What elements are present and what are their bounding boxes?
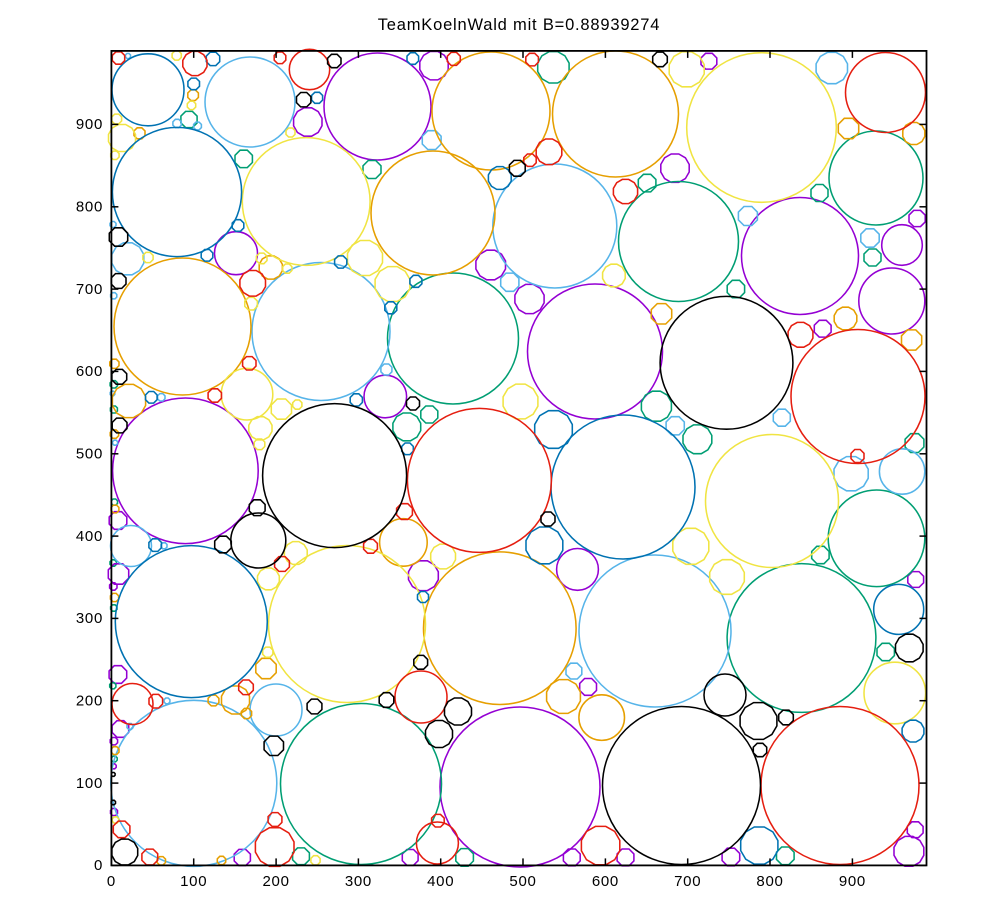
svg-text:400: 400 [427,873,454,890]
svg-text:100: 100 [180,873,207,890]
svg-text:500: 500 [76,446,103,463]
svg-text:0: 0 [107,873,116,890]
svg-text:200: 200 [76,693,103,710]
svg-text:600: 600 [76,363,103,380]
svg-text:100: 100 [76,775,103,792]
svg-text:800: 800 [756,873,783,890]
svg-text:400: 400 [76,528,103,545]
svg-text:300: 300 [345,873,372,890]
svg-text:900: 900 [839,873,866,890]
svg-text:900: 900 [76,116,103,133]
svg-text:800: 800 [76,199,103,216]
svg-text:TeamKoelnWald mit B=0.88939274: TeamKoelnWald mit B=0.88939274 [378,16,661,34]
svg-text:300: 300 [76,610,103,627]
svg-text:700: 700 [674,873,701,890]
svg-text:600: 600 [592,873,619,890]
svg-text:0: 0 [94,857,103,874]
svg-text:700: 700 [76,281,103,298]
svg-text:200: 200 [263,873,290,890]
svg-text:500: 500 [509,873,536,890]
